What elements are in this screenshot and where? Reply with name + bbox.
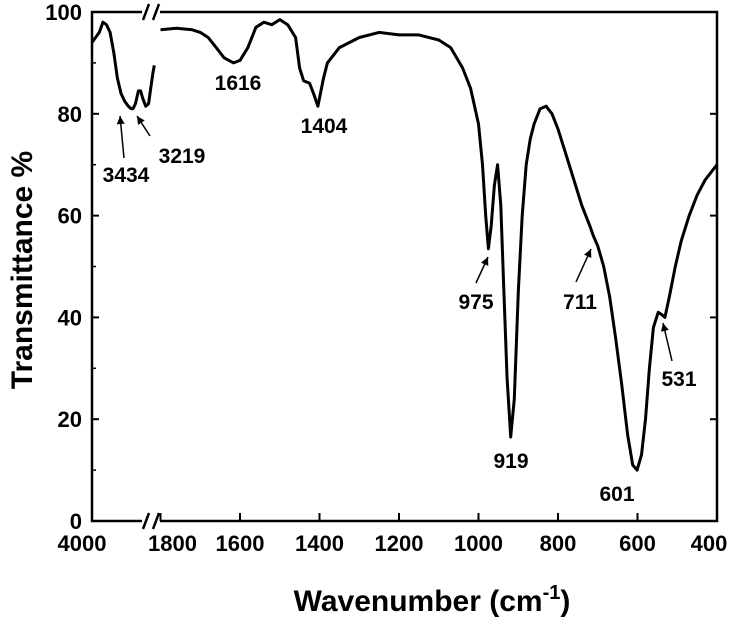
x-tick-label: 1400 (295, 531, 344, 556)
axis-break-mark-top (141, 3, 151, 21)
x-axis-title-superscript: -1 (543, 582, 561, 604)
peak-arrowhead-531 (660, 323, 669, 332)
peak-arrowhead-3219 (137, 116, 145, 125)
spectrum-line-segment-2 (160, 18, 719, 472)
peak-label-3434: 3434 (103, 164, 150, 187)
peak-label-975: 975 (458, 291, 493, 314)
x-tick-label: 4000 (58, 531, 107, 556)
peak-label-711: 711 (563, 291, 597, 314)
axes-layer (90, 3, 719, 530)
peak-arrowhead-975 (481, 257, 489, 266)
axis-break-mark-bottom (141, 512, 151, 530)
y-axis-title: Transmittance % (6, 151, 39, 389)
peak-label-1404: 1404 (301, 115, 348, 138)
x-tick-label: 400 (691, 531, 728, 556)
x-tick-label: 1600 (216, 531, 265, 556)
x-tick-label: 600 (619, 531, 656, 556)
y-tick-label: 0 (70, 509, 82, 534)
axis-break-mark-bottom (151, 512, 161, 530)
peak-label-3219: 3219 (159, 145, 206, 168)
plot-frame (90, 10, 719, 523)
peak-label-919: 919 (493, 450, 528, 473)
annotation-layer: 3434 3219 1616 1404 975 919 711 601 531 (103, 72, 697, 506)
y-tick-label: 20 (58, 407, 82, 432)
x-tick-label: 1800 (148, 531, 197, 556)
ticks-layer: 0 20 40 60 80 100 4000 1800 1600 1400 1200 1000 800 6… (45, 0, 727, 556)
x-axis-title: Wavenumber (cm-1) (294, 582, 571, 618)
peak-label-531: 531 (661, 368, 696, 391)
y-tick-label: 100 (45, 0, 82, 25)
y-tick-label: 40 (58, 305, 82, 330)
x-tick-label: 800 (540, 531, 577, 556)
axis-break-mark-top (151, 3, 161, 21)
x-tick-label: 1000 (454, 531, 503, 556)
spectrum-line-segment-1 (90, 20, 156, 111)
spectrum-layer (90, 18, 719, 472)
x-tick-label: 1200 (375, 531, 424, 556)
peak-label-1616: 1616 (215, 72, 262, 95)
peak-label-601: 601 (599, 483, 634, 506)
peak-arrowhead-3434 (116, 116, 125, 125)
y-tick-label: 60 (58, 204, 82, 229)
x-axis-title-main: Wavenumber (cm (294, 585, 543, 618)
y-tick-label: 80 (58, 102, 82, 127)
x-axis-title-close: ) (560, 585, 570, 618)
peak-arrowhead-711 (584, 249, 592, 258)
